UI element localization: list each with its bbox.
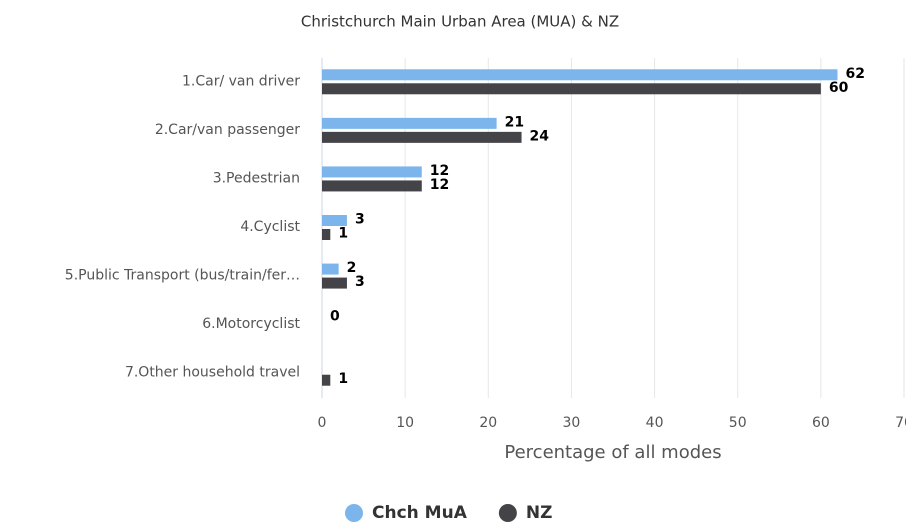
bar xyxy=(322,83,821,95)
bar xyxy=(322,215,347,226)
legend-label: NZ xyxy=(526,503,553,523)
x-tick-label: 60 xyxy=(812,415,830,431)
data-label: 62 xyxy=(845,66,864,82)
x-tick-label: 10 xyxy=(396,415,414,431)
data-label: 21 xyxy=(505,114,524,130)
data-label: 3 xyxy=(355,274,365,290)
x-tick-label: 20 xyxy=(479,415,497,431)
data-label: 2 xyxy=(347,260,357,276)
data-label: 0 xyxy=(330,309,340,325)
data-label: 3 xyxy=(355,212,365,228)
y-tick-label: 2.Car/van passenger xyxy=(155,122,300,138)
bar xyxy=(322,69,838,81)
bar xyxy=(322,277,347,289)
bar xyxy=(322,263,339,275)
bar xyxy=(322,374,331,386)
data-label: 12 xyxy=(430,177,449,193)
x-tick-label: 0 xyxy=(318,415,327,431)
x-tick-label: 50 xyxy=(729,415,747,431)
x-tick-label: 70 xyxy=(895,415,906,431)
data-label: 60 xyxy=(829,80,849,96)
chart-title: Christchurch Main Urban Area (MUA) & NZ xyxy=(301,13,619,31)
data-label: 1 xyxy=(338,226,348,242)
y-tick-label: 1.Car/ van driver xyxy=(182,73,300,89)
bar xyxy=(322,180,422,192)
y-tick-label: 4.Cyclist xyxy=(240,219,300,235)
bar xyxy=(322,229,331,240)
data-label: 1 xyxy=(338,371,348,387)
data-label: 12 xyxy=(430,163,449,179)
legend-marker xyxy=(345,504,363,522)
data-label: 24 xyxy=(530,128,550,144)
bar xyxy=(322,166,422,178)
x-axis-title: Percentage of all modes xyxy=(504,442,721,463)
y-tick-label: 6.Motorcyclist xyxy=(202,316,300,332)
bar xyxy=(322,117,497,129)
legend-marker xyxy=(498,504,517,522)
x-tick-label: 40 xyxy=(646,415,664,431)
y-tick-label: 3.Pedestrian xyxy=(213,170,300,186)
y-tick-label: 7.Other household travel xyxy=(125,365,300,381)
bar xyxy=(322,131,522,143)
legend-label: Chch MuA xyxy=(372,503,468,523)
x-tick-label: 30 xyxy=(563,415,581,431)
y-tick-label: 5.Public Transport (bus/train/fer… xyxy=(65,268,300,284)
